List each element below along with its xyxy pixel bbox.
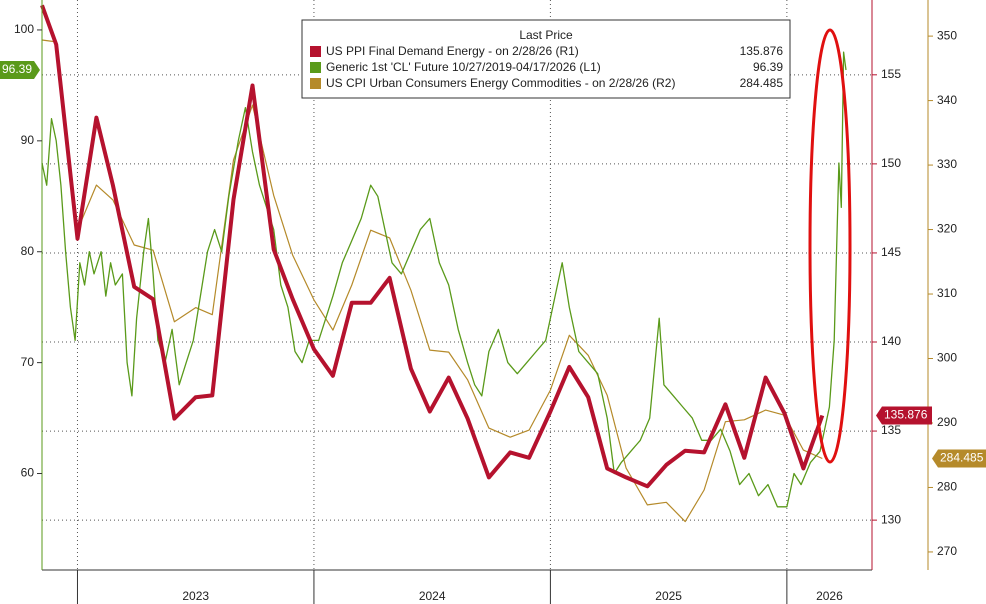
series-line [41,39,823,523]
y2-tick-label: 145 [881,245,901,259]
y2-tick-label: 140 [881,334,901,348]
legend-value: 284.485 [740,76,784,90]
tag-label: 135.876 [884,408,928,422]
legend-label: US PPI Final Demand Energy - on 2/28/26 … [326,44,579,58]
y3-tick-label: 290 [937,415,957,429]
y3-tick-label: 320 [937,222,957,236]
y2-tick-label: 130 [881,512,901,526]
legend-swatch [310,46,321,57]
tag-shape [932,449,986,468]
legend-value: 135.876 [740,44,784,58]
y3-tick-label: 300 [937,351,957,365]
legend-label: US CPI Urban Consumers Energy Commoditie… [326,76,675,90]
legend-label: Generic 1st 'CL' Future 10/27/2019-04/17… [326,60,601,74]
y3-tick-label: 330 [937,157,957,171]
y-tick-label: 80 [21,244,35,258]
legend-title: Last Price [519,28,573,42]
y3-tick-label: 350 [937,28,957,42]
legend-swatch [310,78,321,89]
y-tick-label: 60 [21,466,35,480]
last-value-tag: 284.485 [932,449,986,468]
y3-tick-label: 340 [937,93,957,107]
legend-swatch [310,62,321,73]
last-value-tag: 135.876 [876,406,932,425]
last-value-tag: 96.39 [0,60,40,79]
y-tick-label: 70 [21,355,35,369]
legend-value: 96.39 [753,60,783,74]
x-tick-label: 2024 [419,589,446,603]
x-tick-label: 2025 [655,589,682,603]
tag-shape [0,60,40,79]
y2-tick-label: 150 [881,156,901,170]
legend-box [301,19,791,99]
x-tick-label: 2026 [816,589,843,603]
y-tick-label: 90 [21,133,35,147]
y-tick-label: 100 [14,22,34,36]
tag-label: 96.39 [2,62,32,76]
legend: Last Price US PPI Final Demand Energy - … [301,19,791,99]
series-line [40,4,825,489]
y3-tick-label: 280 [937,480,957,494]
y3-tick-label: 270 [937,544,957,558]
lines [40,4,847,523]
tag-label: 284.485 [940,451,984,465]
axes: 2023 2024 2025 2026 60 70 80 90 100 130 135 140 145 1… [14,0,957,604]
grid [42,0,872,570]
y3-tick-label: 310 [937,286,957,300]
x-tick-label: 2023 [182,589,209,603]
y2-tick-label: 135 [881,423,901,437]
tag-shape [876,406,932,425]
y2-tick-label: 155 [881,67,901,81]
highlight-ellipse [808,28,852,464]
